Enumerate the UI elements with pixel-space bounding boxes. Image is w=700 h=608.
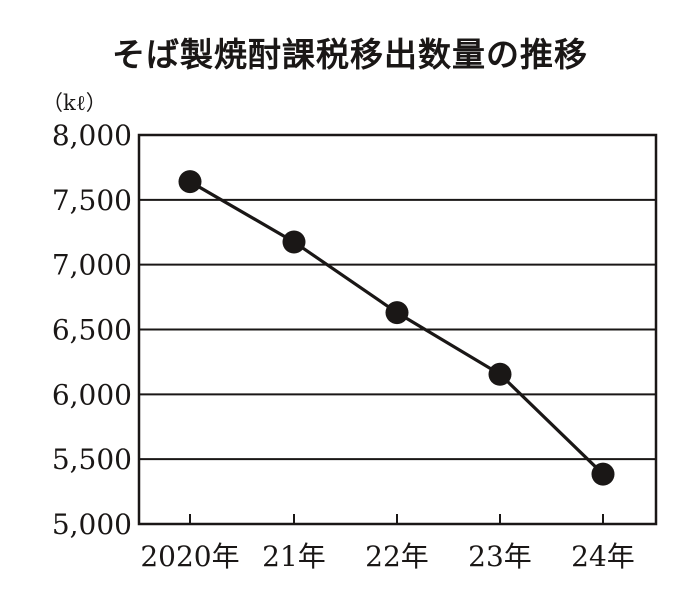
x-tick-label: 21年 [262, 540, 326, 573]
data-series [178, 170, 615, 486]
chart-title: そば製焼酎課税移出数量の推移 [112, 35, 588, 74]
y-tick-label: 8,000 [52, 119, 132, 152]
grid-lines [139, 198, 656, 461]
y-tick-label: 6,000 [52, 378, 132, 411]
y-tick-label: 7,000 [52, 249, 132, 282]
x-tick-label: 2020年 [140, 540, 239, 573]
data-point [282, 230, 306, 254]
series-line [189, 180, 605, 476]
y-tick-label: 6,500 [52, 314, 132, 347]
data-point [178, 170, 202, 194]
data-point [591, 462, 615, 486]
y-tick-label: 7,500 [52, 184, 132, 217]
y-unit-label: （kℓ） [42, 91, 107, 115]
x-tick-label: 22年 [365, 540, 429, 573]
x-axis-ticks: 2020年 21年 22年 23年 24年 [140, 514, 635, 573]
y-tick-label: 5,500 [52, 443, 132, 476]
y-axis-ticks: 5,000 5,500 6,000 6,500 7,000 7,500 8,000 [52, 119, 132, 541]
x-tick-label: 23年 [468, 540, 532, 573]
data-point [385, 301, 409, 325]
x-tick-label: 24年 [571, 540, 635, 573]
y-tick-label: 5,000 [52, 508, 132, 541]
data-point [488, 362, 512, 386]
